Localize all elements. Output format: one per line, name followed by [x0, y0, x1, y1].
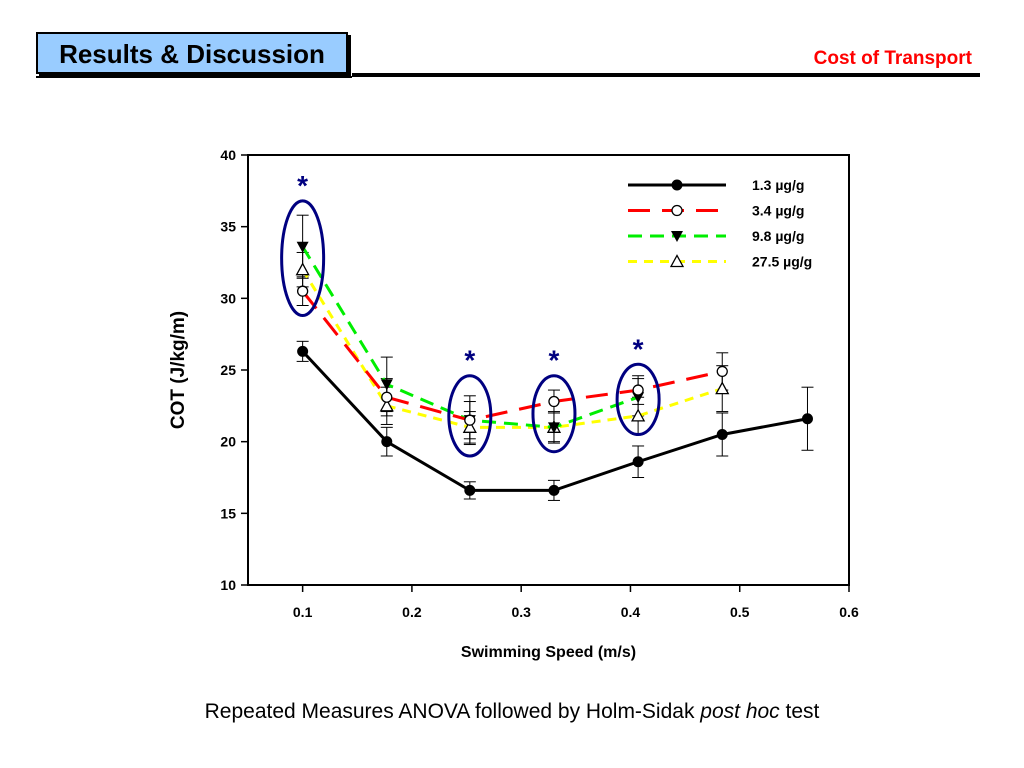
point-s0-p1 — [382, 437, 392, 447]
significance-star-1: * — [464, 345, 475, 376]
point-s1-p3 — [549, 397, 559, 407]
cot-line-chart: 10 15 20 25 30 35 40 0.1 0.2 0.3 0.4 0.5 0.6 Swimming… — [0, 0, 1024, 768]
point-s3-p5 — [716, 383, 728, 394]
legend-label-3: 27.5 µg/g — [752, 254, 812, 270]
point-s1-p4 — [633, 385, 643, 395]
significance-star-2: * — [549, 345, 560, 376]
caption-text-1: Repeated Measures ANOVA followed by Holm… — [205, 700, 701, 723]
legend-label-2: 9.8 µg/g — [752, 228, 804, 244]
x-tick-label-2: 0.3 — [511, 604, 531, 620]
point-s1-p1 — [382, 392, 392, 402]
y-tick-label-2: 20 — [220, 434, 236, 450]
series-line-2 — [303, 247, 638, 428]
y-tick-label-0: 10 — [220, 577, 236, 593]
y-tick-label-5: 35 — [220, 219, 236, 235]
y-tick-label-4: 30 — [220, 290, 236, 306]
x-tick-label-5: 0.6 — [839, 604, 859, 620]
legend-marker-1 — [672, 206, 682, 216]
point-s0-p5 — [717, 430, 727, 440]
point-s0-p6 — [802, 414, 812, 424]
caption-text-2: test — [780, 700, 820, 723]
x-tick-label-4: 0.5 — [730, 604, 750, 620]
point-s0-p2 — [465, 485, 475, 495]
y-tick-label-3: 25 — [220, 362, 236, 378]
point-s3-p0 — [297, 264, 309, 275]
significance-star-3: * — [633, 333, 644, 364]
significance-star-0: * — [297, 170, 308, 201]
y-tick-label-6: 40 — [220, 147, 236, 163]
legend-label-0: 1.3 µg/g — [752, 177, 804, 193]
legend-marker-0 — [672, 180, 682, 190]
y-axis-label: COT (J/kg/m) — [168, 311, 189, 429]
legend-label-1: 3.4 µg/g — [752, 203, 804, 219]
point-s1-p0 — [298, 286, 308, 296]
point-s1-p5 — [717, 366, 727, 376]
slide-caption: Repeated Measures ANOVA followed by Holm… — [0, 700, 1024, 724]
point-s0-p3 — [549, 485, 559, 495]
point-s0-p0 — [298, 346, 308, 356]
x-tick-label-0: 0.1 — [293, 604, 313, 620]
point-s0-p4 — [633, 457, 643, 467]
x-tick-label-1: 0.2 — [402, 604, 422, 620]
x-axis-label: Swimming Speed (m/s) — [461, 644, 636, 661]
x-tick-label-3: 0.4 — [621, 604, 641, 620]
point-s1-p2 — [465, 415, 475, 425]
y-tick-label-1: 15 — [220, 505, 236, 521]
caption-text-italic: post hoc — [700, 700, 779, 723]
